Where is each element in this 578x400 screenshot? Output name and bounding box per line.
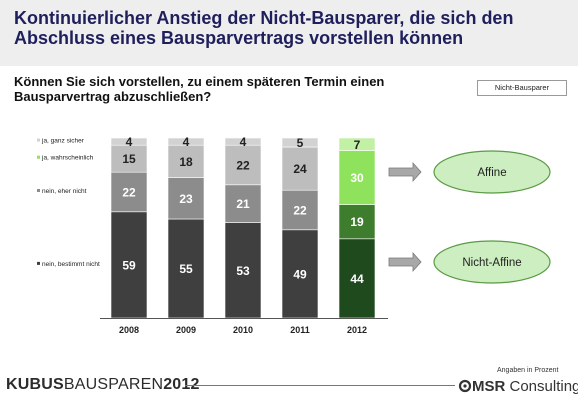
bars: 59 22 15 4 55 23 18 4 53 21 22 4 49 22 24 5 44 19 30 7 — [110, 135, 376, 319]
bar-segment — [110, 211, 148, 319]
affine-ellipse-label: Affine — [477, 167, 506, 179]
bar-segment — [338, 204, 376, 240]
bar-segment — [167, 144, 205, 178]
nicht-affine-arrow-icon — [388, 251, 422, 273]
data-label: 4 — [183, 135, 190, 149]
bar-segment — [281, 137, 319, 148]
series-label: nein, eher nicht — [42, 188, 87, 195]
data-label: 49 — [293, 267, 307, 281]
data-label: 30 — [350, 171, 364, 185]
data-label: 22 — [122, 186, 136, 200]
x-tick-label: 2011 — [290, 325, 310, 335]
data-label: 4 — [240, 135, 247, 149]
nicht-affine-ellipse — [433, 240, 551, 284]
msr-logo: MSR Consulting — [458, 378, 578, 398]
bar-segment — [224, 144, 262, 186]
series-swatch — [37, 189, 40, 192]
bar-segment — [281, 146, 319, 191]
data-label: 18 — [179, 155, 193, 169]
bar-segment — [110, 137, 148, 146]
data-label: 44 — [350, 272, 364, 286]
x-tick-label: 2009 — [176, 325, 196, 335]
chart-question: Können Sie sich vorstellen, zu einem spä… — [14, 74, 385, 104]
bar-segment — [224, 137, 262, 146]
bar-segment — [338, 137, 376, 151]
data-label: 53 — [236, 264, 250, 278]
data-label: 19 — [350, 215, 364, 229]
data-label: 7 — [354, 138, 361, 152]
annotations: Affine Nicht-Affine — [388, 150, 551, 284]
series-label: nein, bestimmt nicht — [42, 261, 100, 268]
nicht-affine-ellipse-label: Nicht-Affine — [462, 257, 521, 269]
series-swatch — [37, 155, 40, 159]
series-swatch — [37, 261, 40, 265]
legend-box-label: Nicht-Bausparer — [477, 80, 567, 96]
data-label: 55 — [179, 262, 193, 276]
x-axis: 2008 2009 2010 2011 2012 — [100, 318, 388, 335]
page-title: Kontinuierlicher Anstieg der Nicht-Bausp… — [14, 8, 514, 48]
bar-segment — [281, 229, 319, 319]
x-tick-label: 2012 — [347, 325, 367, 335]
series-label: ja, wahrscheinlich — [41, 155, 94, 162]
logo-suffix: Consulting — [505, 378, 578, 395]
data-label: 22 — [236, 159, 250, 173]
header-band — [0, 0, 578, 66]
bar-segment — [167, 218, 205, 319]
footer-rule — [185, 385, 455, 386]
footer-brand: KUBUSBAUSPAREN2012 — [6, 376, 200, 393]
data-label: 5 — [297, 136, 304, 150]
data-label: 21 — [236, 197, 250, 211]
x-tick-label: 2008 — [119, 325, 139, 335]
bar-segment — [110, 144, 148, 173]
series-label: ja, ganz sicher — [41, 138, 85, 145]
data-label: 24 — [293, 162, 307, 176]
bar-segment — [224, 222, 262, 319]
bar-segment — [281, 189, 319, 231]
affine-ellipse — [433, 150, 551, 194]
bar-segment — [167, 137, 205, 146]
series-labels: nein, bestimmt nicht nein, eher nicht ja, … — [37, 138, 100, 268]
data-label: 59 — [122, 258, 136, 272]
affine-arrow-icon — [388, 161, 422, 183]
bar-segment — [167, 177, 205, 220]
data-label: 22 — [293, 204, 307, 218]
footer-note: Angaben in Prozent — [497, 367, 559, 374]
msr-mark-icon — [458, 379, 472, 393]
logo-prefix: MSR — [472, 378, 506, 395]
bar-segment — [338, 238, 376, 319]
data-label: 4 — [126, 135, 133, 149]
series-swatch — [37, 138, 40, 142]
bar-segment — [110, 171, 148, 213]
x-tick-label: 2010 — [233, 325, 253, 335]
data-label: 23 — [179, 192, 193, 206]
data-label: 15 — [122, 152, 136, 166]
